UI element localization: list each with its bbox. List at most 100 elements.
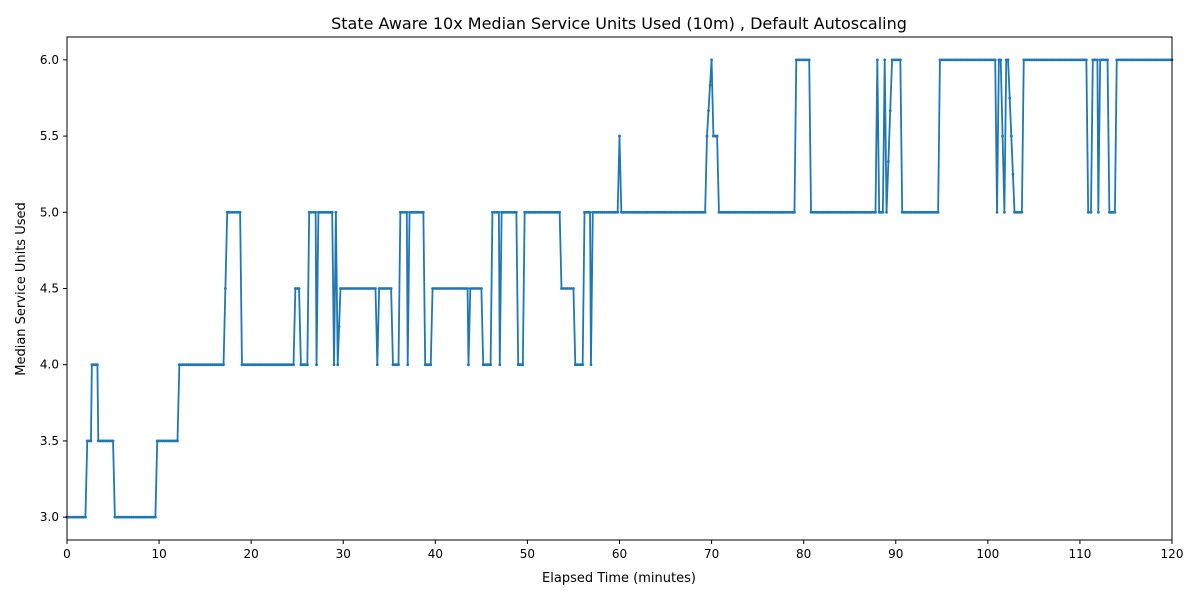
x-tick-label: 80 [796,547,811,561]
data-point [886,160,890,163]
data-point [572,287,575,290]
data-point [581,363,585,367]
data-point [375,363,379,367]
data-point [330,210,334,214]
data-point [498,363,502,367]
data-point [570,287,573,290]
data-point [397,363,400,367]
data-point [608,210,612,214]
data-point [1006,58,1010,62]
data-point [707,109,710,113]
data-point [599,210,602,214]
data-point [995,210,999,214]
data-point [1009,134,1013,138]
data-point [1096,210,1100,214]
data-point [562,287,565,290]
data-point [466,287,469,290]
x-tick-label: 90 [888,547,903,561]
y-tick-label: 3.5 [40,434,59,448]
data-point [883,58,887,62]
data-point [614,210,618,214]
data-point [1020,210,1024,214]
data-point [589,363,593,367]
data-point [337,325,341,329]
x-tick-label: 0 [63,547,71,561]
data-point [588,210,592,214]
y-tick-label: 3.0 [40,510,59,524]
data-point [610,210,614,214]
data-point [222,363,225,367]
data-point [564,287,567,290]
data-point [595,210,599,214]
data-point [618,134,621,138]
data-point [705,134,709,138]
data-point [881,210,885,214]
data-point [1084,58,1088,62]
data-point [307,210,311,214]
data-point [1011,172,1015,176]
data-point [1106,58,1109,62]
data-point [999,58,1003,62]
data-point [885,210,888,214]
data-point [807,58,811,62]
data-point [888,109,892,113]
data-point [315,363,318,367]
x-tick-label: 60 [612,547,627,561]
data-point [403,210,407,214]
chart-title: State Aware 10x Median Service Units Use… [331,14,907,33]
data-point [606,210,610,214]
data-point [495,210,499,214]
data-point [405,210,409,214]
x-tick-label: 110 [1068,547,1091,561]
data-point [604,210,608,214]
y-tick-label: 5.0 [40,205,59,219]
x-tick-label: 30 [336,547,351,561]
data-point [1113,210,1117,214]
y-axis-label: Median Service Units Used [14,202,29,376]
data-point [1089,210,1093,214]
x-tick-label: 50 [520,547,535,561]
data-point [493,210,496,214]
data-point [898,58,902,62]
x-tick-label: 40 [428,547,443,561]
series-layer [65,58,1174,519]
data-point [558,210,562,214]
data-point [406,363,410,367]
x-axis-ticks: 0 10 20 30 40 50 60 70 80 90 100 110 120 [63,540,1183,561]
data-point [401,210,404,214]
data-point [793,210,796,214]
data-point [95,363,99,367]
data-point [292,363,295,367]
data-point [597,210,600,214]
y-tick-label: 5.5 [40,129,59,143]
data-point [568,287,571,290]
data-point [521,363,525,367]
data-point [703,210,707,214]
data-point [479,287,483,290]
data-point [715,134,719,138]
data-point [602,210,606,214]
data-point [1008,96,1012,100]
data-point [491,210,494,214]
data-point [1096,58,1099,62]
data-point [111,439,115,443]
x-tick-label: 10 [151,547,166,561]
data-point [1001,134,1004,138]
data-point [429,363,433,367]
data-point [297,287,301,290]
data-point [616,210,620,214]
x-axis-label: Elapsed Time (minutes) [542,571,696,586]
data-point [591,210,595,214]
data-point [566,287,569,290]
y-axis-ticks: 3.0 3.5 4.0 4.5 5.0 5.5 6.0 [40,53,67,524]
data-point [612,210,616,214]
data-point [374,287,377,290]
x-tick-label: 70 [704,547,719,561]
data-point [305,363,309,367]
data-point [238,210,242,214]
data-point [421,210,425,214]
data-point [389,287,393,290]
x-tick-label: 120 [1161,547,1184,561]
y-tick-label: 4.5 [40,282,59,296]
